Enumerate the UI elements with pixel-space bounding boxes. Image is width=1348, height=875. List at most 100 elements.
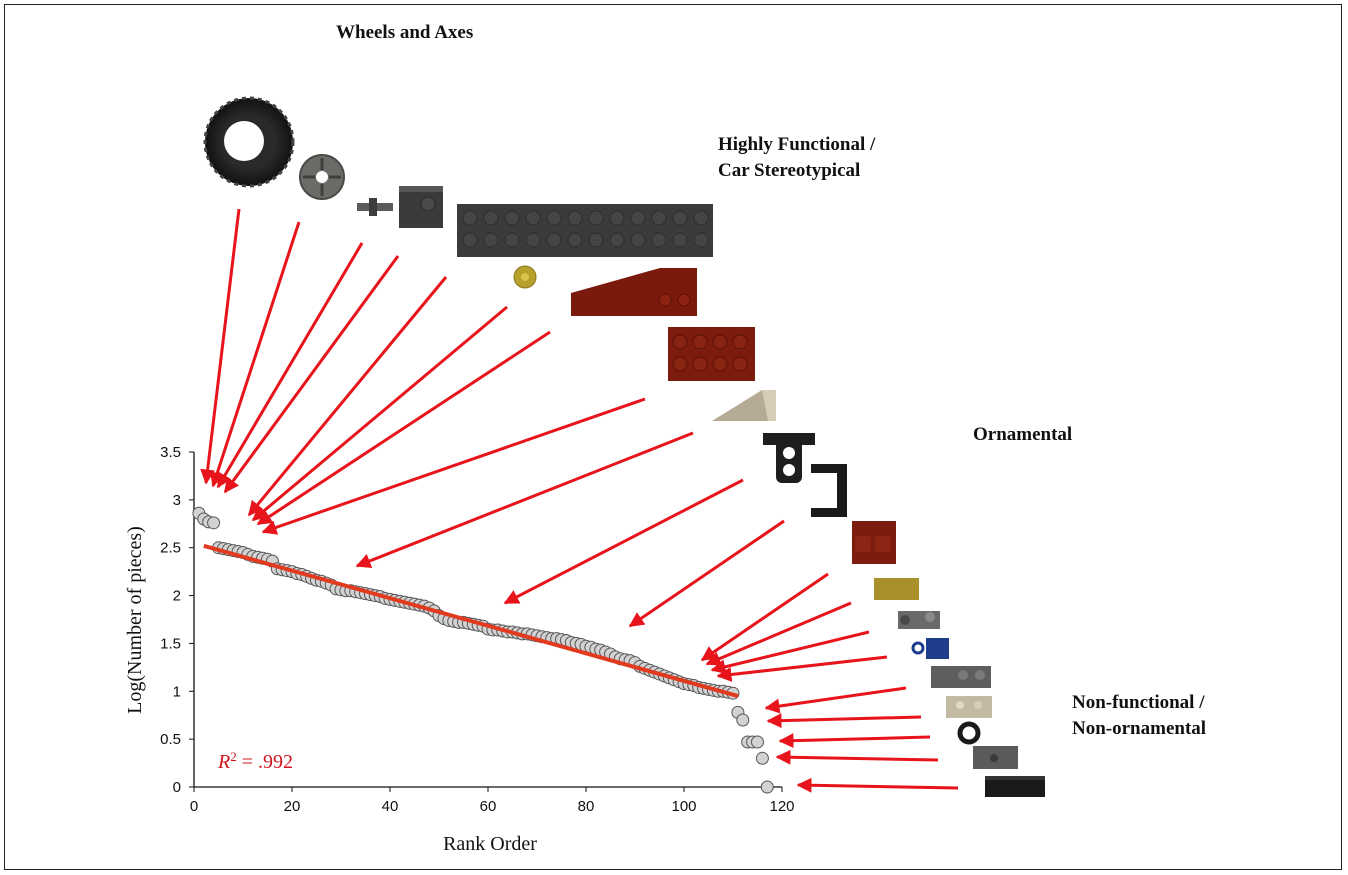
wheel-rim-icon	[299, 154, 345, 200]
data-point	[755, 751, 769, 765]
stud	[504, 210, 520, 226]
stud	[609, 210, 625, 226]
stud	[693, 232, 709, 248]
regression-fit-line	[203, 543, 739, 698]
y-tick-label: 0.5	[160, 731, 181, 748]
category-highly-functional-line2: Car Stereotypical	[718, 160, 861, 181]
arrow-tan-slope	[355, 431, 694, 569]
category-non-functional-line2: Non-ornamental	[1072, 718, 1207, 739]
stud	[672, 210, 688, 226]
y-tick-label: 1.5	[160, 635, 181, 652]
x-tick-label: 0	[190, 798, 198, 815]
red-brick-small-icon	[852, 521, 896, 564]
data-point	[751, 735, 764, 749]
arrow-tire	[200, 208, 241, 485]
category-non-functional-line1: Non-functional /	[1072, 692, 1205, 713]
y-tick-label: 0	[173, 779, 181, 796]
y-tick-label: 1	[173, 683, 181, 700]
y-axis-label: Log(Number of pieces)	[124, 526, 146, 714]
stud	[692, 334, 708, 350]
long-plate-icon	[457, 204, 713, 257]
arrow-axle-pin	[216, 242, 364, 489]
arrow-red-brick-2x4	[261, 397, 646, 535]
arrow-red-slope	[256, 330, 551, 526]
stud	[630, 210, 646, 226]
category-wheels-and-axes: Wheels and Axes	[336, 22, 474, 43]
stud	[504, 232, 520, 248]
stud	[525, 232, 541, 248]
category-ornamental: Ornamental	[973, 424, 1073, 445]
stud	[672, 232, 688, 248]
x-tick-label: 60	[480, 798, 497, 815]
stud	[567, 232, 583, 248]
r-squared-r: R	[217, 751, 230, 773]
figure-frame	[4, 4, 1342, 870]
data-point	[736, 713, 750, 727]
y-tick-label: 3	[173, 492, 181, 509]
stud	[609, 232, 625, 248]
stud	[567, 210, 583, 226]
arrow-tan-tile	[705, 601, 852, 666]
x-tick-label: 20	[284, 798, 301, 815]
arrow-black-tile	[796, 777, 959, 793]
arrow-tan-plate	[766, 713, 922, 729]
stud	[732, 356, 748, 372]
stud	[630, 232, 646, 248]
stud	[692, 356, 708, 372]
x-tick-label: 40	[382, 798, 399, 815]
stud	[483, 210, 499, 226]
x-tick-label: 80	[578, 798, 595, 815]
stud	[546, 210, 562, 226]
red-slope-icon	[571, 268, 697, 316]
stud	[588, 232, 604, 248]
stud	[693, 210, 709, 226]
dark-gray-brick-icon	[399, 186, 443, 228]
gray-plate-icon	[931, 666, 991, 688]
round-plate-icon	[957, 721, 981, 745]
arrow-clip-plate	[710, 630, 870, 675]
x-tick-label: 120	[769, 798, 794, 815]
tire-icon	[203, 96, 295, 188]
round-tile-icon	[513, 265, 537, 289]
stud	[483, 232, 499, 248]
category-highly-functional: Highly Functional / Car Stereotypical	[718, 132, 875, 184]
category-non-functional: Non-functional / Non-ornamental	[1072, 690, 1206, 742]
arrow-long-plate	[247, 276, 448, 517]
arrow-red-brick-small	[700, 572, 829, 662]
stud	[588, 210, 604, 226]
stud	[732, 334, 748, 350]
clip-plate-icon	[898, 611, 940, 629]
tan-slope-icon	[712, 390, 776, 421]
arrow-technic-beam	[503, 478, 744, 605]
stud	[525, 210, 541, 226]
arrow-jumper-plate	[775, 749, 939, 765]
axle-pin-icon	[357, 198, 393, 216]
data-point	[207, 516, 221, 530]
arrow-wheel-rim	[210, 221, 301, 488]
stud	[672, 356, 688, 372]
stud	[462, 210, 478, 226]
y-tick-label: 3.5	[160, 444, 181, 461]
stud	[651, 232, 667, 248]
technic-beam-icon	[763, 433, 815, 483]
data-point	[760, 780, 774, 794]
arrow-gray-plate	[764, 686, 907, 714]
r-squared-annotation: R2 = .992	[217, 749, 293, 774]
x-tick-label: 100	[671, 798, 696, 815]
black-tile-icon	[985, 776, 1045, 797]
r-squared-value: = .992	[237, 751, 293, 773]
annotation-arrows	[200, 208, 959, 793]
jumper-plate-icon	[973, 746, 1018, 769]
y-tick-label: 2	[173, 588, 181, 605]
red-brick-2x4-icon	[668, 327, 755, 381]
bracket-icon	[811, 464, 847, 517]
stud	[651, 210, 667, 226]
arrow-round-plate	[778, 733, 931, 749]
arrow-blue-clip	[716, 655, 888, 682]
stud	[546, 232, 562, 248]
blue-clip-icon	[911, 638, 949, 659]
stud	[712, 356, 728, 372]
arrow-dark-gray-brick	[223, 255, 400, 494]
y-tick-label: 2.5	[160, 540, 181, 557]
